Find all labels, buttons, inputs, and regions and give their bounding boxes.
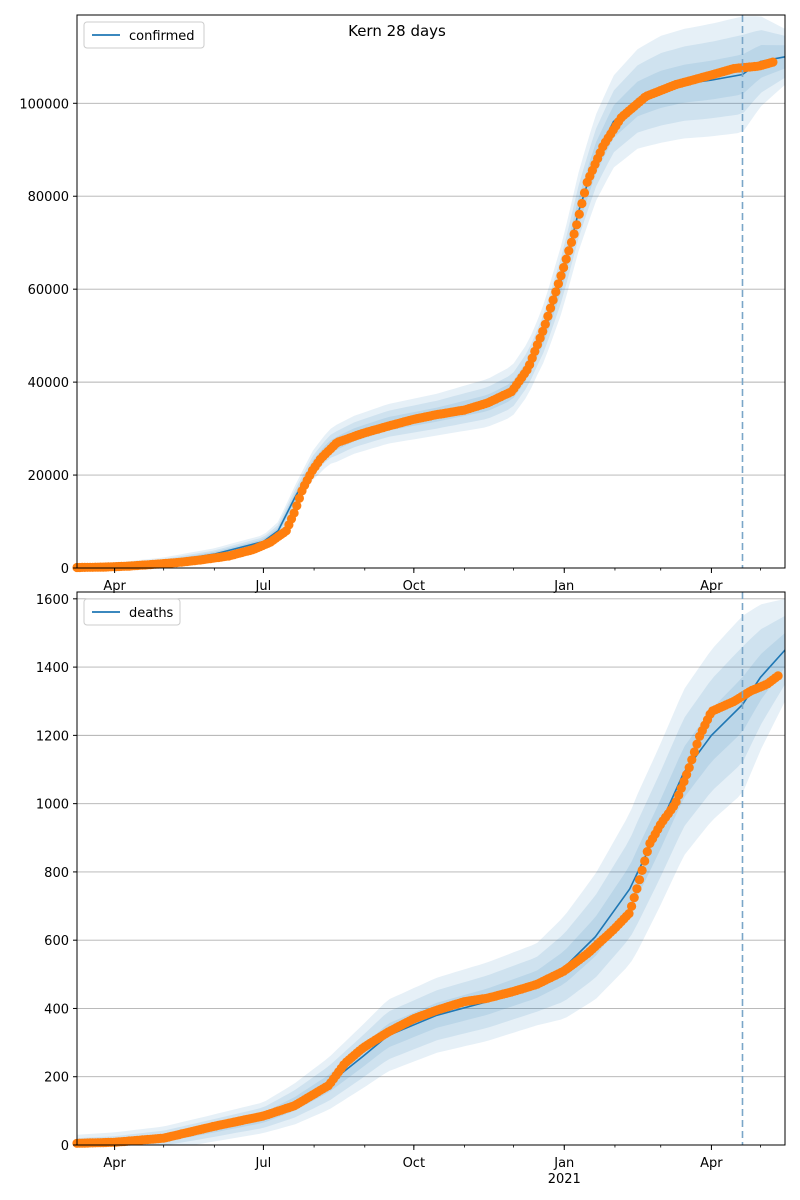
confirmed-legend-label: confirmed [129,29,195,44]
deaths-y-tick-label: 1600 [36,593,69,608]
deaths-x-tick-sublabel: 2021 [548,1172,581,1187]
deaths-x-tick-label: Jul [255,1156,272,1171]
confirmed-observed-point [548,295,558,305]
confirmed-observed-point [292,501,302,511]
confirmed-y-tick-label: 20000 [28,469,69,484]
deaths-observed-point [642,847,652,857]
deaths-x-tick-label: Apr [103,1156,126,1171]
deaths-plot-frame [76,591,786,1146]
confirmed-y-tick-label: 100000 [19,97,69,112]
deaths-gridlines [77,598,785,1078]
confirmed-legend-box [83,21,205,49]
confirmed-observed-point [538,326,548,336]
confirmed-x-tick-label: Jul [255,579,272,594]
confirmed-uncertainty-bands [77,16,785,569]
deaths-legend: deaths [83,598,181,626]
deaths-y-tick-label: 600 [44,934,69,949]
confirmed-observed-point [551,287,561,297]
deaths-x-tick-label: Apr [700,1156,723,1171]
deaths-uncertainty-band [77,615,785,1145]
confirmed-uncertainty-band [77,30,785,569]
deaths-observed-point [773,671,783,681]
confirmed-panel: 0 20000 40000 60000 80000 100000 Apr Jul Oct Jan A… [19,14,786,594]
deaths-observed-point [627,901,637,911]
deaths-observed-point [687,755,697,765]
confirmed-observed-point [559,262,569,273]
deaths-observed-points [72,671,783,1148]
deaths-observed-point [632,884,642,894]
deaths-y-tick-label: 800 [44,866,69,881]
confirmed-observed-point [579,188,590,198]
confirmed-x-tick-label: Jan [553,579,574,594]
confirmed-observed-point [561,254,571,264]
confirmed-x-tick-label: Apr [103,579,126,594]
figure-title: Kern 28 days [348,22,446,40]
deaths-observed-point [640,856,650,866]
deaths-y-tick-label: 1400 [36,661,69,676]
confirmed-observed-point [294,493,304,503]
confirmed-observed-point [543,311,553,321]
deaths-observed-point [692,739,702,749]
deaths-legend-label: deaths [129,606,174,621]
confirmed-observed-point [556,271,566,281]
confirmed-observed-point [768,57,778,67]
deaths-y-tick-label: 400 [44,1002,69,1017]
deaths-observed-point [634,875,645,885]
confirmed-axes: 0 20000 40000 60000 80000 100000 Apr Jul Oct Jan A… [19,14,786,594]
deaths-axes: 0 200 400 600 800 1000 1200 1400 1600 Apr Jul Oct Ja… [36,591,786,1187]
deaths-y-tick-label: 1000 [36,798,69,813]
confirmed-observed-point [545,303,556,313]
confirmed-observed-point [553,279,564,289]
confirmed-x-tick-label: Apr [700,579,723,594]
confirmed-y-tick-label: 80000 [28,190,69,205]
deaths-observed-point [624,909,634,919]
confirmed-observed-point [572,220,582,230]
deaths-x-tick-label: Jan [553,1156,574,1171]
deaths-x-tick-label: Oct [403,1156,425,1171]
deaths-observed-point [682,770,692,780]
deaths-observed-point [684,763,694,773]
deaths-observed-point [679,776,689,787]
confirmed-observed-point [569,229,579,239]
confirmed-uncertainty-band [77,45,785,568]
deaths-observed-point [689,747,700,757]
confirmed-y-tick-label: 40000 [28,376,69,391]
confirmed-observed-point [289,508,299,518]
deaths-panel: 0 200 400 600 800 1000 1200 1400 1600 Apr Jul Oct Ja… [36,591,786,1187]
deaths-observed-point [629,893,639,903]
confirmed-y-tick-label: 60000 [28,283,69,298]
deaths-y-tick-label: 0 [61,1139,69,1154]
deaths-observed-point [637,865,647,876]
deaths-y-tick-label: 1200 [36,729,69,744]
confirmed-legend: confirmed [83,21,205,49]
confirmed-plot-frame [76,14,786,569]
confirmed-y-tick-label: 0 [61,562,69,577]
confirmed-observed-point [564,246,574,256]
confirmed-observed-point [540,319,550,329]
deaths-y-tick-label: 200 [44,1071,69,1086]
deaths-legend-box [83,598,181,626]
confirmed-gridlines [77,102,785,476]
confirmed-observed-points [72,57,778,573]
confirmed-uncertainty-band [77,16,785,568]
confirmed-x-tick-label: Oct [403,579,425,594]
confirmed-observed-point [566,237,577,247]
confirmed-observed-point [574,209,584,219]
confirmed-observed-point [577,198,587,209]
